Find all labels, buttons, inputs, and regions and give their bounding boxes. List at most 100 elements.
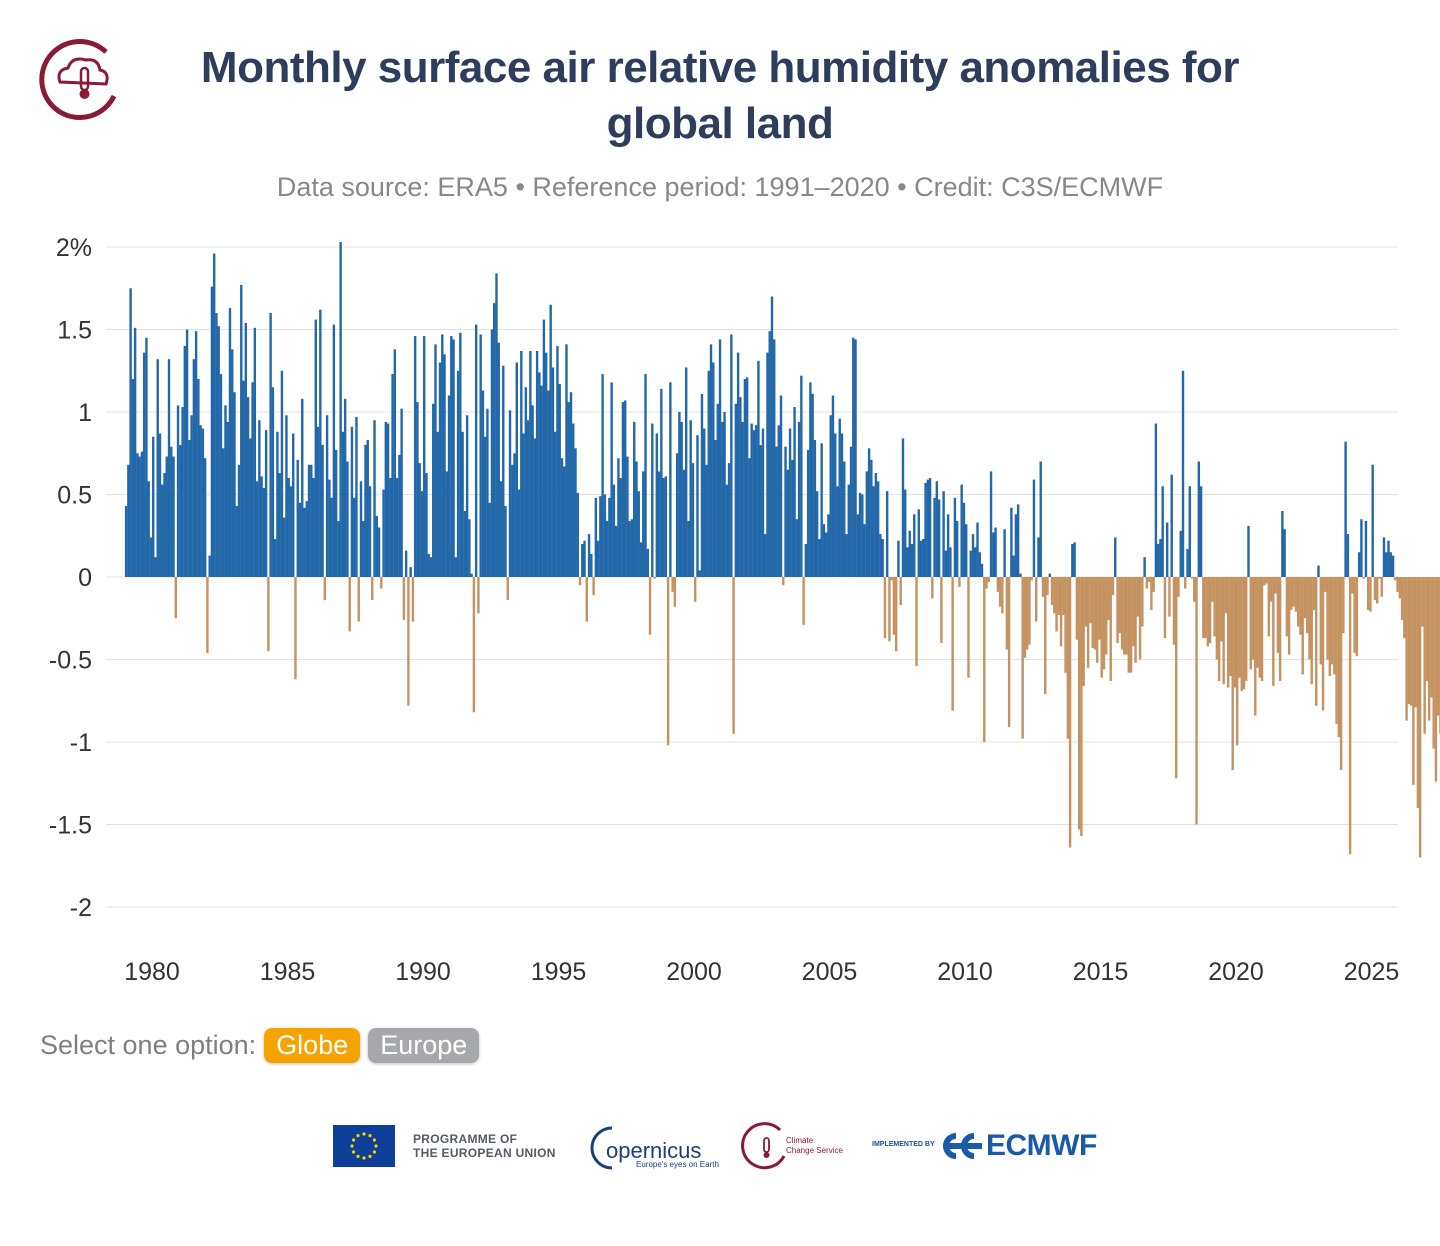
bar [224,405,227,577]
bar [1303,577,1307,619]
bar [1152,577,1155,592]
bar [1075,577,1079,640]
bar [445,471,448,577]
europe-option-button[interactable]: Europe [368,1028,480,1063]
bar [1333,577,1336,675]
bar [558,383,561,577]
bar [727,463,731,577]
bar [1224,577,1228,614]
bar [858,492,862,577]
bar [1269,577,1273,602]
bar [696,435,699,577]
bar [723,412,726,577]
bar [1019,573,1022,577]
bar [1231,577,1234,771]
bar [718,339,722,577]
bar [1391,555,1395,577]
bar [901,438,905,577]
bar [513,453,516,577]
bar [294,577,297,680]
bar [675,453,679,577]
bar [1346,534,1350,577]
globe-option-button[interactable]: Globe [264,1028,361,1063]
bar [255,481,259,577]
bar [1168,577,1171,617]
bar [400,408,403,577]
bar [1010,507,1013,577]
bar [587,534,591,577]
bar [1082,577,1085,686]
footer-logos: PROGRAMME OF THE EUROPEAN UNION opernicu… [0,1120,1440,1180]
bar [1066,577,1070,739]
bar [152,436,155,577]
bar [524,387,528,577]
bar [806,449,810,577]
bar [969,550,972,577]
bar [809,382,812,577]
bar [657,471,661,577]
bar [267,577,270,652]
bar [992,532,995,577]
bar [529,350,532,577]
bar [1059,577,1063,647]
bar [386,423,390,577]
bar [865,471,869,577]
bar [420,491,424,577]
bar [944,550,948,577]
bar [380,577,383,589]
bar [655,433,659,577]
bar [894,577,898,652]
bar [262,487,266,577]
bar [520,350,523,577]
bar [499,481,503,577]
bar [563,466,566,577]
bar [404,550,408,577]
eu-programme-text: PROGRAMME OF THE EUROPEAN UNION [413,1132,556,1160]
bar [391,374,394,577]
bar [899,577,902,606]
bar [811,393,814,577]
bar [962,502,966,577]
bar [881,539,884,577]
bar [185,329,189,577]
bar [1217,577,1221,681]
bar [955,520,959,577]
bar [1416,577,1420,808]
x-tick-label: 2025 [1344,958,1400,986]
bar [506,577,509,601]
bar [940,577,943,643]
bar [1138,577,1142,660]
y-tick-label: 0 [78,564,92,592]
bar [183,346,187,577]
bar [235,506,238,577]
bar [1150,577,1153,610]
bar [633,421,636,577]
bar [958,577,961,587]
bar [953,497,957,577]
c3s-line-2: Change Service [786,1146,843,1155]
bar [1414,577,1417,708]
bar [1436,577,1440,716]
bar [612,484,616,577]
bar [371,577,374,601]
bar [1037,537,1040,577]
bar [325,415,329,577]
bar [357,577,360,622]
bar [714,440,717,577]
bar [1274,577,1277,594]
bar [170,446,173,577]
bar [581,544,584,577]
bar [133,327,137,577]
bar [971,534,975,577]
bar [1330,577,1334,665]
implemented-by-text: IMPLEMENTED BY [872,1141,935,1148]
bar [301,398,304,577]
bar [822,524,826,577]
copernicus-wordmark: opernicus [606,1138,702,1163]
bar [651,423,654,577]
bar [517,489,521,577]
bar [522,433,525,577]
bar [1073,542,1076,577]
bar [366,440,369,577]
bar [167,359,171,577]
